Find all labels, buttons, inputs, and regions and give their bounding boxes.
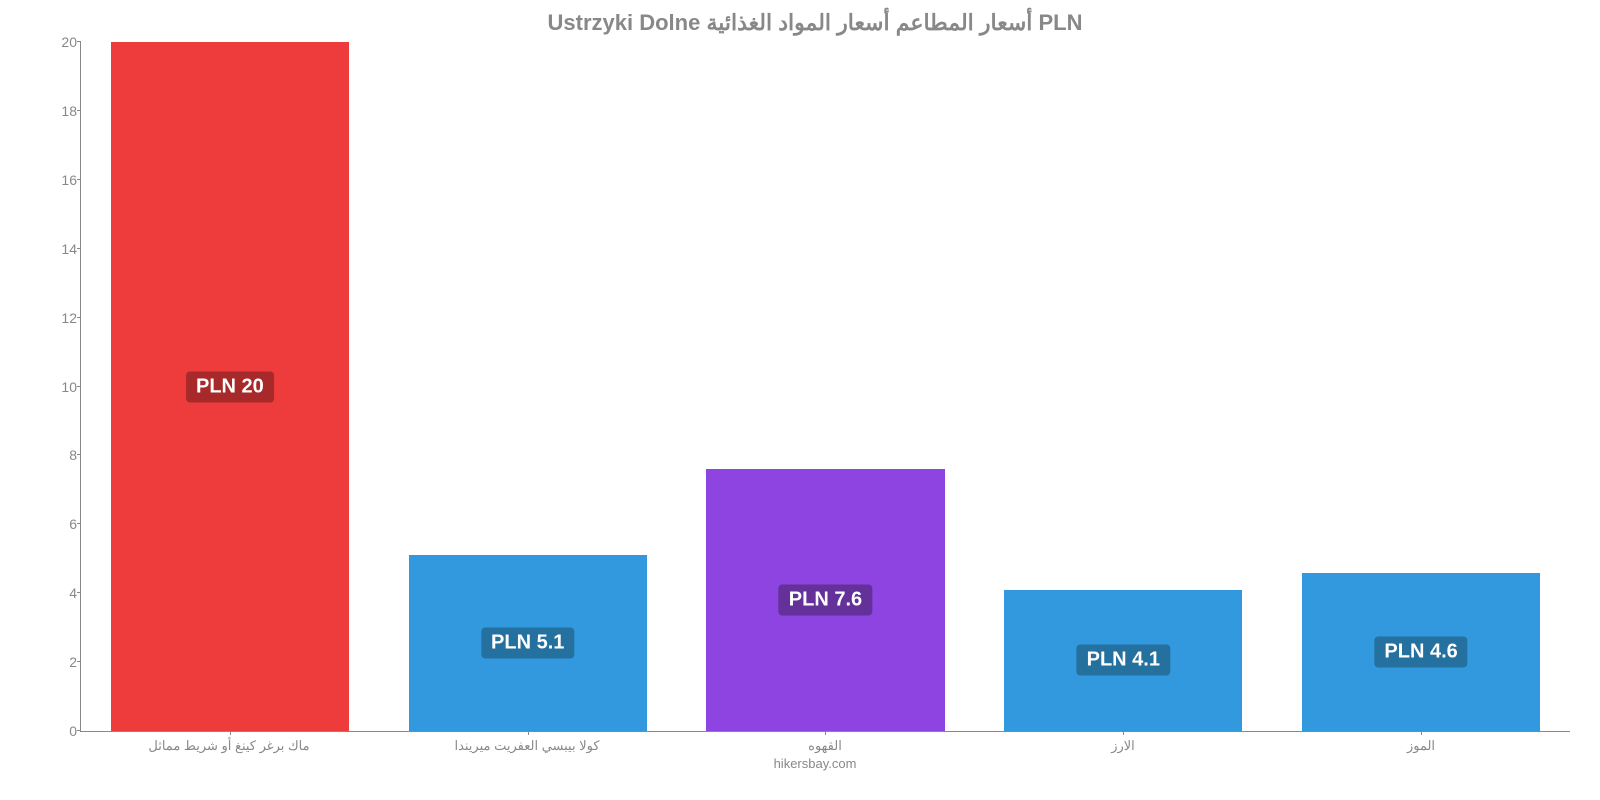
bar-slot: PLN 7.6	[677, 42, 975, 731]
bar-value-label: PLN 20	[186, 371, 274, 402]
bar-slot: PLN 4.6	[1272, 42, 1570, 731]
y-tick: 6	[41, 516, 77, 532]
y-tick: 16	[41, 172, 77, 188]
x-tick-mark	[230, 731, 231, 735]
bar-value-label: PLN 7.6	[779, 585, 872, 616]
x-axis-label: ماك برغر كينغ أو شريط مماثل	[80, 738, 378, 754]
y-tick: 8	[41, 447, 77, 463]
bar: PLN 7.6	[706, 469, 944, 731]
x-axis-label: القهوه	[676, 738, 974, 754]
y-tick: 18	[41, 103, 77, 119]
bar-slot: PLN 20	[81, 42, 379, 731]
x-axis-label: الارز	[974, 738, 1272, 754]
y-tick: 12	[41, 310, 77, 326]
x-axis-label: كولا بيبسي العفريت ميريندا	[378, 738, 676, 754]
x-tick-mark	[825, 731, 826, 735]
y-tick: 20	[41, 34, 77, 50]
x-axis: ماك برغر كينغ أو شريط مماثلكولا بيبسي ال…	[80, 738, 1570, 754]
chart-title: Ustrzyki Dolne أسعار المطاعم أسعار الموا…	[60, 10, 1570, 36]
x-tick-mark	[1421, 731, 1422, 735]
y-axis: 02468101214161820	[41, 42, 77, 731]
y-tick: 0	[41, 723, 77, 739]
bar: PLN 5.1	[409, 555, 647, 731]
bar-slot: PLN 5.1	[379, 42, 677, 731]
chart-container: Ustrzyki Dolne أسعار المطاعم أسعار الموا…	[0, 0, 1600, 800]
attribution: hikersbay.com	[60, 756, 1570, 771]
x-axis-label: الموز	[1272, 738, 1570, 754]
x-tick-mark	[528, 731, 529, 735]
bar-value-label: PLN 5.1	[481, 628, 574, 659]
y-tick: 14	[41, 241, 77, 257]
y-tick: 4	[41, 585, 77, 601]
plot-area: 02468101214161820 PLN 20PLN 5.1PLN 7.6PL…	[80, 42, 1570, 732]
bar-slot: PLN 4.1	[974, 42, 1272, 731]
bar-value-label: PLN 4.6	[1374, 636, 1467, 667]
bar: PLN 4.6	[1302, 573, 1540, 731]
bars-row: PLN 20 PLN 5.1 PLN 7.6 PLN 4.1 PLN 4.6	[81, 42, 1570, 731]
bar: PLN 20	[111, 42, 349, 731]
x-tick-mark	[1123, 731, 1124, 735]
bar: PLN 4.1	[1004, 590, 1242, 731]
y-tick: 2	[41, 654, 77, 670]
y-tick: 10	[41, 379, 77, 395]
bar-value-label: PLN 4.1	[1077, 645, 1170, 676]
